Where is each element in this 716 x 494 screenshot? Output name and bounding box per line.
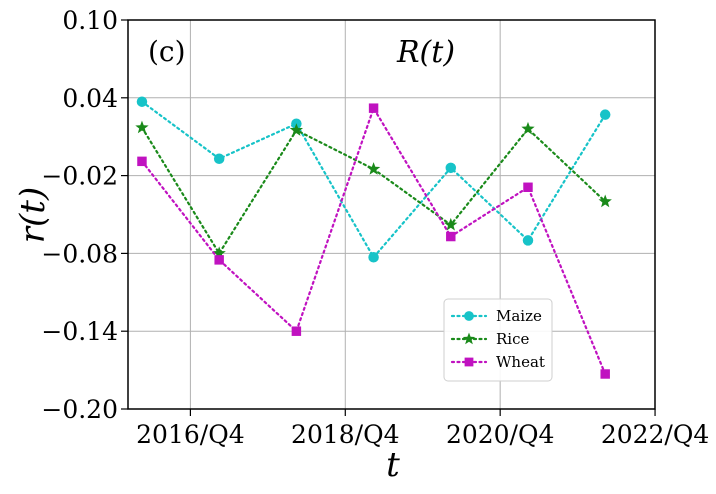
legend-rice-label: Rice bbox=[496, 330, 529, 348]
x-tick-label: 2020/Q4 bbox=[446, 420, 554, 449]
legend: Maize Rice Wheat bbox=[443, 298, 553, 382]
wheat-point bbox=[214, 255, 224, 265]
rice-point bbox=[212, 246, 226, 260]
rice-point bbox=[366, 162, 381, 175]
wheat-point bbox=[291, 326, 302, 336]
rice-point bbox=[521, 121, 535, 135]
x-axis-label: t bbox=[386, 445, 400, 485]
plot-frame bbox=[127, 19, 656, 410]
x-tick-label: 2022/Q4 bbox=[601, 420, 709, 449]
wheat-point bbox=[523, 182, 533, 192]
rice-point bbox=[289, 123, 304, 136]
y-axis-label: r(t) bbox=[13, 187, 53, 243]
wheat-point bbox=[600, 369, 610, 379]
legend-maize-label: Maize bbox=[496, 307, 542, 325]
y-tick-label: −0.02 bbox=[41, 162, 118, 191]
x-tick-label: 2018/Q4 bbox=[291, 420, 399, 449]
wheat-point bbox=[368, 103, 379, 113]
series-layer bbox=[135, 96, 612, 379]
series-wheat bbox=[137, 103, 610, 379]
series-rice bbox=[135, 120, 612, 260]
series-maize bbox=[136, 96, 611, 263]
chart-title: R(t) bbox=[396, 35, 455, 70]
rice-point bbox=[135, 120, 149, 134]
maize-point bbox=[599, 109, 611, 120]
panel-label: (c) bbox=[148, 35, 186, 68]
y-tick-label: 0.04 bbox=[62, 84, 118, 113]
rice-line bbox=[140, 126, 607, 256]
grid-lines bbox=[128, 19, 655, 410]
rice-point bbox=[444, 217, 458, 231]
maize-point bbox=[522, 235, 534, 246]
y-tick-label: −0.14 bbox=[41, 317, 118, 346]
rice-point bbox=[598, 194, 612, 208]
y-tick-label: −0.20 bbox=[41, 395, 118, 424]
wheat-point bbox=[137, 156, 147, 167]
maize-point bbox=[213, 153, 225, 164]
maize-point bbox=[136, 96, 148, 107]
axis-ticks: 0.10 0.04 −0.02 −0.08 −0.14 −0.20 2016/Q4 2018/… bbox=[41, 6, 709, 449]
y-tick-label: 0.10 bbox=[62, 6, 118, 35]
maize-point bbox=[445, 162, 457, 174]
maize-line bbox=[140, 100, 607, 260]
legend-wheat-marker bbox=[464, 357, 474, 367]
y-tick-label: −0.08 bbox=[41, 239, 118, 268]
legend-wheat-label: Wheat bbox=[496, 353, 545, 371]
maize-point bbox=[368, 252, 379, 263]
wheat-point bbox=[446, 231, 456, 242]
legend-maize-marker bbox=[464, 311, 474, 321]
legend-rice-marker bbox=[462, 332, 476, 345]
x-tick-label: 2016/Q4 bbox=[136, 420, 244, 449]
